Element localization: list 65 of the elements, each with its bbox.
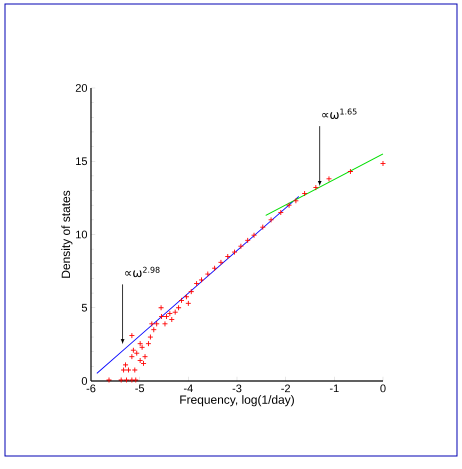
x-tick-label: -6 — [86, 384, 96, 392]
point — [158, 304, 164, 311]
point — [194, 280, 200, 287]
x-axis-title: Frequency, log(1/day) — [180, 395, 294, 406]
point — [172, 309, 178, 316]
point — [134, 350, 140, 356]
point — [278, 210, 284, 216]
point — [154, 320, 160, 327]
point — [106, 377, 112, 383]
point — [137, 340, 144, 347]
point — [212, 265, 218, 272]
point — [326, 176, 332, 182]
point — [238, 243, 244, 250]
point — [132, 367, 138, 373]
annotation: ∝ω$^{1.65}$ — [322, 108, 357, 119]
point — [132, 377, 139, 383]
y-tick-label: 20 — [76, 84, 88, 92]
point — [292, 198, 299, 204]
point — [142, 354, 148, 360]
point — [188, 288, 194, 295]
point — [178, 297, 184, 304]
point — [244, 237, 251, 244]
point — [145, 340, 152, 347]
point — [312, 184, 319, 191]
x-tick-label: 0 — [380, 384, 386, 392]
point — [166, 310, 173, 317]
point — [162, 320, 168, 327]
point — [232, 249, 238, 256]
y-tick-label: 5 — [82, 304, 88, 312]
point — [118, 377, 124, 383]
point — [176, 304, 182, 311]
point — [137, 358, 144, 364]
x-tick-label: -1 — [330, 384, 339, 392]
point — [198, 276, 204, 283]
point — [128, 332, 135, 339]
point — [158, 314, 165, 320]
point — [224, 254, 231, 260]
point — [268, 216, 274, 223]
point — [147, 334, 154, 340]
point — [183, 294, 190, 300]
x-tick-label: -5 — [135, 384, 144, 392]
point — [140, 360, 147, 366]
x-tick-label: -4 — [184, 384, 193, 392]
x-tick-label: -2 — [281, 384, 290, 392]
point — [286, 202, 292, 208]
y-axis-title: Density of states — [61, 190, 72, 278]
point — [218, 259, 224, 266]
point — [128, 377, 135, 383]
point — [150, 326, 157, 333]
point — [251, 232, 257, 238]
point — [347, 168, 354, 174]
point — [139, 344, 146, 350]
point — [302, 190, 308, 196]
point — [124, 377, 130, 383]
point — [148, 320, 155, 327]
point — [185, 300, 192, 306]
y-tick-label: 10 — [76, 230, 88, 238]
point — [128, 354, 135, 360]
point — [130, 347, 136, 354]
y-tick-label: 15 — [76, 157, 88, 166]
point — [204, 271, 211, 277]
point — [260, 224, 266, 230]
x-tick-label: -3 — [232, 384, 242, 392]
annotation: ∝ω$^{2.98}$ — [125, 266, 160, 278]
y-tick-label: 0 — [82, 377, 88, 385]
